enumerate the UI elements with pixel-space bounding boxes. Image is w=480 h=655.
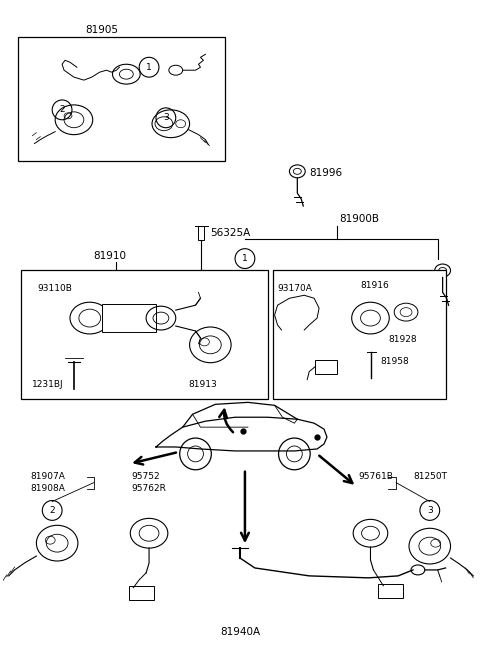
Text: 2: 2	[49, 506, 55, 515]
Text: 81996: 81996	[309, 168, 342, 178]
Text: 3: 3	[163, 113, 169, 122]
Bar	[18, 37, 225, 161]
Text: 95761B: 95761B	[359, 472, 394, 481]
Text: 1: 1	[146, 63, 152, 72]
Bar	[378, 584, 403, 598]
Text: 95762R: 95762R	[131, 484, 166, 493]
Text: 81905: 81905	[85, 24, 118, 35]
Text: 93170A: 93170A	[277, 284, 312, 293]
Text: 81913: 81913	[189, 380, 217, 389]
Text: 81908A: 81908A	[30, 484, 65, 493]
Text: 81900B: 81900B	[339, 214, 379, 224]
Bar	[102, 304, 156, 332]
Text: 2: 2	[59, 105, 65, 115]
Text: 1: 1	[242, 254, 248, 263]
Bar	[273, 271, 445, 400]
Text: 81250T: 81250T	[413, 472, 447, 481]
Text: 81907A: 81907A	[30, 472, 65, 481]
Text: 81958: 81958	[380, 357, 409, 366]
Bar	[315, 360, 337, 373]
Text: 81940A: 81940A	[220, 627, 260, 637]
Bar	[199, 226, 204, 240]
Bar	[129, 586, 154, 600]
Text: 95752: 95752	[131, 472, 160, 481]
Bar	[21, 271, 268, 400]
Text: 1231BJ: 1231BJ	[33, 380, 64, 389]
Text: 56325A: 56325A	[210, 228, 251, 238]
Text: 81928: 81928	[388, 335, 417, 345]
Text: 3: 3	[427, 506, 432, 515]
Text: 93110B: 93110B	[37, 284, 72, 293]
Text: 81916: 81916	[360, 281, 389, 290]
Text: 81910: 81910	[94, 251, 127, 261]
